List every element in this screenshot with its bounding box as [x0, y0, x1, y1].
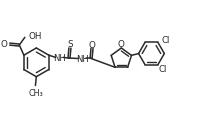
- Text: Cl: Cl: [162, 36, 170, 45]
- Text: NH: NH: [53, 54, 66, 63]
- Text: NH: NH: [77, 55, 89, 64]
- Text: CH₃: CH₃: [28, 89, 43, 98]
- Text: O: O: [118, 40, 124, 49]
- Text: OH: OH: [29, 32, 42, 41]
- Text: O: O: [0, 40, 7, 49]
- Text: O: O: [89, 41, 96, 50]
- Text: Cl: Cl: [159, 65, 167, 74]
- Text: S: S: [68, 40, 73, 49]
